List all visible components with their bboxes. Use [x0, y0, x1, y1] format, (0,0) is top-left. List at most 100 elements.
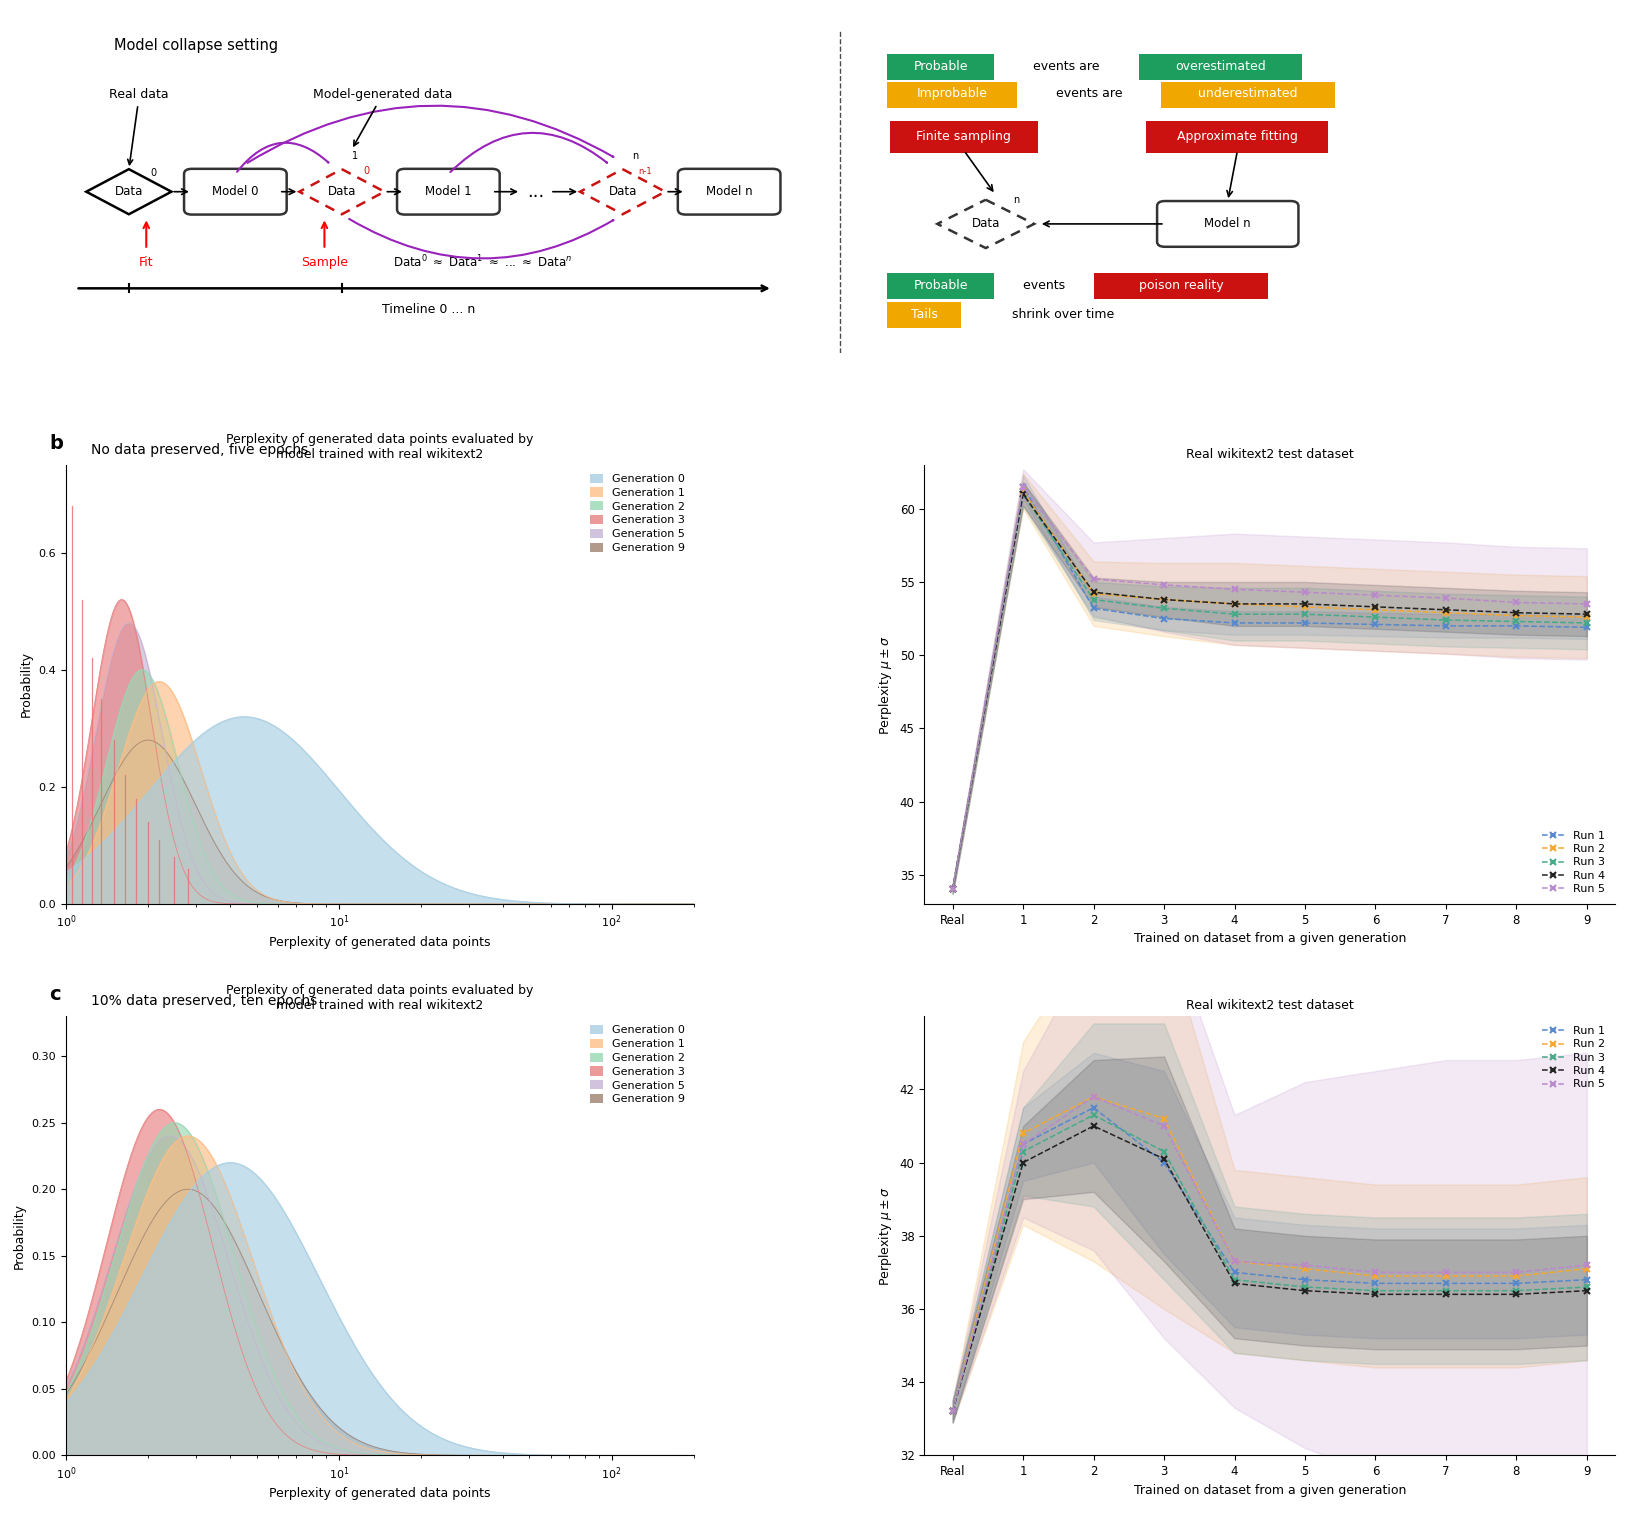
Run 2 [1295, 597, 1315, 616]
FancyBboxPatch shape [887, 273, 994, 299]
FancyBboxPatch shape [677, 169, 781, 214]
Text: b: b [49, 434, 63, 452]
Run 1 [1014, 1135, 1033, 1154]
Run 4 [1435, 1285, 1455, 1304]
Text: Model 1: Model 1 [425, 185, 471, 198]
Run 5 [1084, 570, 1104, 588]
Line: Run 3: Run 3 [949, 490, 1590, 893]
Run 1 [943, 881, 962, 899]
Run 4 [1084, 584, 1104, 602]
Run 4 [1435, 601, 1455, 619]
Run 3 [1366, 1281, 1386, 1299]
Run 1 [1366, 1275, 1386, 1293]
FancyArrowPatch shape [247, 106, 613, 162]
Text: 0: 0 [150, 167, 157, 178]
FancyBboxPatch shape [887, 83, 1017, 107]
FancyBboxPatch shape [887, 302, 961, 328]
X-axis label: Trained on dataset from a given generation: Trained on dataset from a given generati… [1134, 933, 1406, 945]
FancyBboxPatch shape [887, 54, 994, 80]
Text: Probable: Probable [913, 60, 967, 72]
Run 2 [1084, 585, 1104, 604]
Run 1 [1435, 1275, 1455, 1293]
Text: ...: ... [527, 182, 544, 201]
Run 4 [1366, 597, 1386, 616]
FancyBboxPatch shape [1139, 54, 1302, 80]
Y-axis label: Probability: Probability [20, 651, 33, 717]
Text: n: n [633, 152, 638, 161]
X-axis label: Perplexity of generated data points: Perplexity of generated data points [269, 936, 491, 948]
Run 5 [1295, 1256, 1315, 1275]
Run 5 [1014, 1135, 1033, 1154]
Run 2 [1366, 1267, 1386, 1285]
Run 5 [1224, 581, 1244, 599]
Run 4 [1577, 1281, 1597, 1299]
Legend: Generation 0, Generation 1, Generation 2, Generation 3, Generation 5, Generation: Generation 0, Generation 1, Generation 2… [587, 1022, 689, 1108]
Run 1 [1154, 610, 1173, 628]
Text: Real data: Real data [109, 89, 170, 164]
Run 1 [1084, 599, 1104, 617]
Run 3 [1084, 590, 1104, 608]
Text: 10% data preserved, ten epochs: 10% data preserved, ten epochs [91, 994, 316, 1008]
Text: Probable: Probable [913, 279, 967, 291]
Run 3 [1014, 1143, 1033, 1161]
Text: Data: Data [972, 218, 1000, 230]
Line: Run 1: Run 1 [949, 483, 1590, 893]
Run 2 [1084, 1088, 1104, 1106]
Polygon shape [86, 169, 171, 214]
Run 3 [1506, 1281, 1526, 1299]
Run 3 [1295, 605, 1315, 624]
Line: Run 3: Run 3 [949, 1112, 1590, 1416]
Text: Improbable: Improbable [916, 87, 987, 100]
Run 4 [1295, 1281, 1315, 1299]
Line: Run 2: Run 2 [949, 1094, 1590, 1416]
Y-axis label: Perplexity $\mu \pm \sigma$: Perplexity $\mu \pm \sigma$ [877, 1186, 895, 1285]
Run 2 [1577, 608, 1597, 627]
Y-axis label: Perplexity $\mu \pm \sigma$: Perplexity $\mu \pm \sigma$ [877, 634, 895, 734]
Run 2 [1435, 1267, 1455, 1285]
Legend: Run 1, Run 2, Run 3, Run 4, Run 5: Run 1, Run 2, Run 3, Run 4, Run 5 [1538, 826, 1610, 899]
X-axis label: Perplexity of generated data points: Perplexity of generated data points [269, 1488, 491, 1500]
Run 4 [943, 1402, 962, 1420]
Run 5 [1506, 593, 1526, 611]
Run 3 [1154, 1143, 1173, 1161]
Run 2 [1224, 594, 1244, 613]
FancyArrowPatch shape [349, 219, 613, 259]
Run 1 [1577, 617, 1597, 636]
Title: Perplexity of generated data points evaluated by
model trained with real wikitex: Perplexity of generated data points eval… [226, 434, 534, 461]
Run 5 [1014, 478, 1033, 496]
FancyBboxPatch shape [397, 169, 499, 214]
Run 5 [1224, 1252, 1244, 1270]
Run 5 [1435, 1264, 1455, 1282]
Run 4 [1224, 1275, 1244, 1293]
Legend: Run 1, Run 2, Run 3, Run 4, Run 5: Run 1, Run 2, Run 3, Run 4, Run 5 [1538, 1022, 1610, 1094]
Text: poison reality: poison reality [1139, 279, 1223, 291]
Text: events: events [1018, 279, 1070, 291]
Run 5 [943, 1402, 962, 1420]
Title: Real wikitext2 test dataset: Real wikitext2 test dataset [1187, 999, 1353, 1013]
Text: overestimated: overestimated [1175, 60, 1266, 72]
Line: Run 4: Run 4 [949, 1123, 1590, 1416]
Line: Run 5: Run 5 [949, 1094, 1590, 1416]
Text: No data preserved, five epochs: No data preserved, five epochs [91, 443, 308, 457]
Run 4 [1506, 604, 1526, 622]
Polygon shape [300, 169, 384, 214]
Run 2 [1295, 1259, 1315, 1278]
FancyBboxPatch shape [1157, 201, 1299, 247]
Title: Real wikitext2 test dataset: Real wikitext2 test dataset [1187, 447, 1353, 461]
Run 1 [1295, 614, 1315, 633]
Text: Sample: Sample [302, 256, 348, 270]
Run 5 [1577, 594, 1597, 613]
Text: underestimated: underestimated [1198, 87, 1299, 100]
Run 3 [1435, 611, 1455, 630]
Run 2 [1506, 607, 1526, 625]
Run 2 [943, 881, 962, 899]
Run 3 [1084, 1106, 1104, 1124]
Run 3 [1435, 1281, 1455, 1299]
Run 5 [1577, 1256, 1597, 1275]
Run 4 [1154, 1149, 1173, 1167]
Run 5 [1084, 1088, 1104, 1106]
FancyArrowPatch shape [237, 142, 328, 172]
FancyArrowPatch shape [450, 133, 606, 172]
Text: Model 0: Model 0 [213, 185, 259, 198]
Run 5 [1295, 584, 1315, 602]
